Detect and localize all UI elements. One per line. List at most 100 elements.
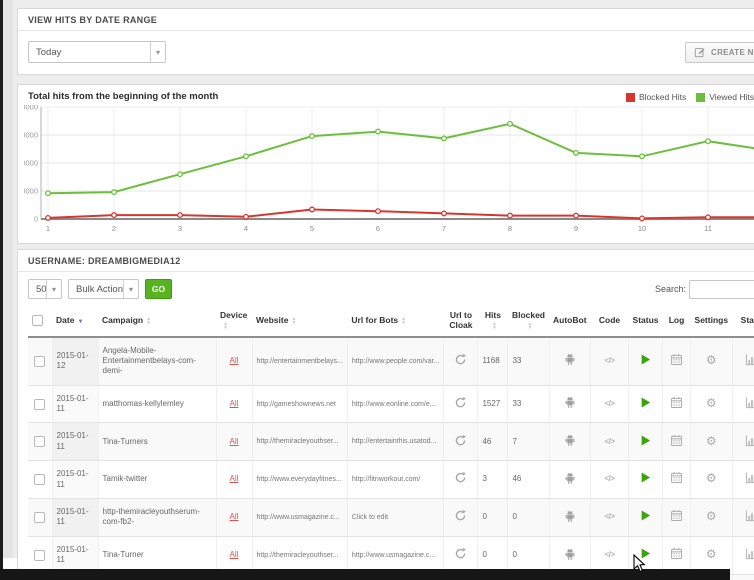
hits-line-chart: 050000100000150000200000123456789101112 [13, 103, 754, 246]
settings-gear-icon[interactable]: ⚙ [705, 433, 717, 448]
column-header-url-for-bots[interactable]: Url for Bots ▲ ▼ [347, 306, 444, 338]
log-icon[interactable] [670, 396, 683, 412]
url-to-cloak-icon[interactable] [454, 434, 467, 450]
cell-url-for-bots[interactable]: http://fitnworkout.com/ [347, 460, 445, 500]
log-icon[interactable] [670, 547, 683, 563]
left-gutter [3, 0, 13, 558]
stats-icon[interactable] [745, 509, 754, 525]
row-checkbox[interactable] [34, 474, 46, 486]
settings-gear-icon[interactable]: ⚙ [705, 352, 717, 367]
sort-icon[interactable]: ▲ ▼ [146, 315, 152, 326]
date-range-select[interactable]: Today ▾ [28, 41, 166, 63]
device-all-link[interactable]: All [229, 474, 239, 484]
device-all-link[interactable]: All [229, 512, 239, 522]
autobot-icon[interactable] [563, 395, 577, 412]
url-to-cloak-icon[interactable] [454, 471, 467, 487]
cell-website: http://www.everydayfitnes... [252, 460, 348, 500]
device-all-link[interactable]: All [229, 550, 239, 560]
table-row: 2015-01-11 matthomas-kellylemley All http:/… [28, 385, 754, 424]
url-to-cloak-icon[interactable] [454, 353, 467, 369]
settings-gear-icon[interactable]: ⚙ [705, 395, 717, 410]
bulk-actions-select[interactable]: Bulk Actions ▾ [68, 279, 139, 299]
go-button[interactable]: GO [145, 279, 172, 299]
cell-url-for-bots[interactable]: Click to edit [347, 498, 445, 537]
autobot-icon[interactable] [563, 433, 577, 450]
row-checkbox[interactable] [34, 436, 46, 448]
sort-icon[interactable]: ▲ ▼ [527, 320, 533, 331]
cell-url-for-bots[interactable]: http://entertainthis.usatod... [347, 422, 445, 462]
url-to-cloak-icon[interactable] [454, 547, 467, 563]
status-play-icon[interactable] [640, 510, 651, 524]
status-play-icon[interactable] [640, 397, 651, 411]
page-length-select[interactable]: 50 ▾ [28, 279, 62, 299]
table-header: Date ▼ Campaign ▲ ▼ Device ▲ ▼ Website ▲ ▼ Url for … [28, 306, 754, 338]
log-icon[interactable] [670, 471, 683, 487]
column-header-hits[interactable]: Hits ▲ ▼ [477, 306, 508, 338]
autobot-icon[interactable] [563, 547, 577, 564]
column-header-date[interactable]: Date ▼ [52, 306, 98, 338]
column-header-website[interactable]: Website ▲ ▼ [252, 306, 348, 338]
sort-icon[interactable]: ▲ ▼ [401, 315, 407, 326]
svg-text:7: 7 [442, 224, 446, 233]
row-checkbox[interactable] [34, 549, 46, 561]
autobot-icon[interactable] [563, 352, 577, 369]
column-header-device[interactable]: Device ▲ ▼ [216, 306, 252, 338]
compose-icon [694, 46, 706, 60]
cell-hits: 1527 [477, 385, 509, 424]
code-icon[interactable]: </> [604, 550, 615, 560]
row-checkbox[interactable] [34, 355, 46, 367]
row-checkbox[interactable] [34, 511, 46, 523]
settings-gear-icon[interactable]: ⚙ [705, 547, 717, 562]
create-new-campaign-button[interactable]: CREATE NEW CAMPAIGN [685, 42, 754, 63]
row-checkbox[interactable] [34, 398, 46, 410]
column-header-campaign[interactable]: Campaign ▲ ▼ [98, 306, 216, 338]
url-to-cloak-icon[interactable] [454, 509, 467, 525]
log-icon[interactable] [670, 434, 683, 450]
sort-icon[interactable]: ▲ ▼ [291, 315, 297, 326]
sort-icon[interactable]: ▲ ▼ [223, 320, 228, 331]
column-header-settings: Settings [690, 306, 733, 338]
cell-url-for-bots[interactable]: http://www.people.com/var... [347, 336, 445, 386]
page-length-value: 50 [36, 283, 46, 295]
stats-icon[interactable] [745, 396, 754, 412]
stats-icon[interactable] [745, 547, 754, 563]
code-icon[interactable]: </> [604, 474, 615, 484]
status-play-icon[interactable] [640, 435, 651, 449]
stats-icon[interactable] [745, 353, 754, 369]
autobot-icon[interactable] [563, 471, 577, 488]
column-header-blocked[interactable]: Blocked ▲ ▼ [507, 306, 550, 338]
cell-hits: 1168 [477, 336, 509, 386]
cell-url-for-bots[interactable]: http://www.eonline.com/e... [347, 385, 445, 424]
status-play-icon[interactable] [640, 548, 651, 562]
select-all-checkbox[interactable] [32, 315, 43, 327]
device-all-link[interactable]: All [229, 436, 239, 446]
svg-text:9: 9 [574, 224, 578, 233]
cell-website: http://themiracleyouthser... [252, 536, 348, 575]
device-all-link[interactable]: All [229, 398, 239, 408]
code-icon[interactable]: </> [604, 398, 615, 408]
autobot-icon[interactable] [563, 509, 577, 526]
code-icon[interactable]: </> [604, 355, 615, 365]
device-all-link[interactable]: All [229, 355, 239, 365]
taskbar [0, 569, 730, 580]
log-icon[interactable] [670, 353, 683, 369]
stats-icon[interactable] [745, 434, 754, 450]
table-row: 2015-01-12 Angela-Mobile-Entertainmentbel… [28, 336, 754, 386]
sort-icon[interactable]: ▲ ▼ [491, 320, 497, 331]
svg-text:11: 11 [704, 224, 712, 233]
svg-text:2: 2 [112, 224, 116, 233]
date-range-panel-body: Today ▾ CREATE NEW CAMPAIGN [18, 31, 754, 74]
status-play-icon[interactable] [640, 354, 651, 368]
search-input[interactable] [689, 280, 754, 299]
log-icon[interactable] [670, 509, 683, 525]
chart-panel: Total hits from the beginning of the mon… [13, 84, 754, 246]
code-icon[interactable]: </> [604, 436, 615, 446]
settings-gear-icon[interactable]: ⚙ [705, 509, 717, 524]
code-icon[interactable]: </> [604, 512, 615, 522]
stats-icon[interactable] [745, 471, 754, 487]
settings-gear-icon[interactable]: ⚙ [705, 471, 717, 486]
status-play-icon[interactable] [640, 472, 651, 486]
bulk-actions-value: Bulk Actions [76, 283, 123, 295]
cell-date: 2015-01-11 [52, 422, 99, 462]
url-to-cloak-icon[interactable] [454, 396, 467, 412]
